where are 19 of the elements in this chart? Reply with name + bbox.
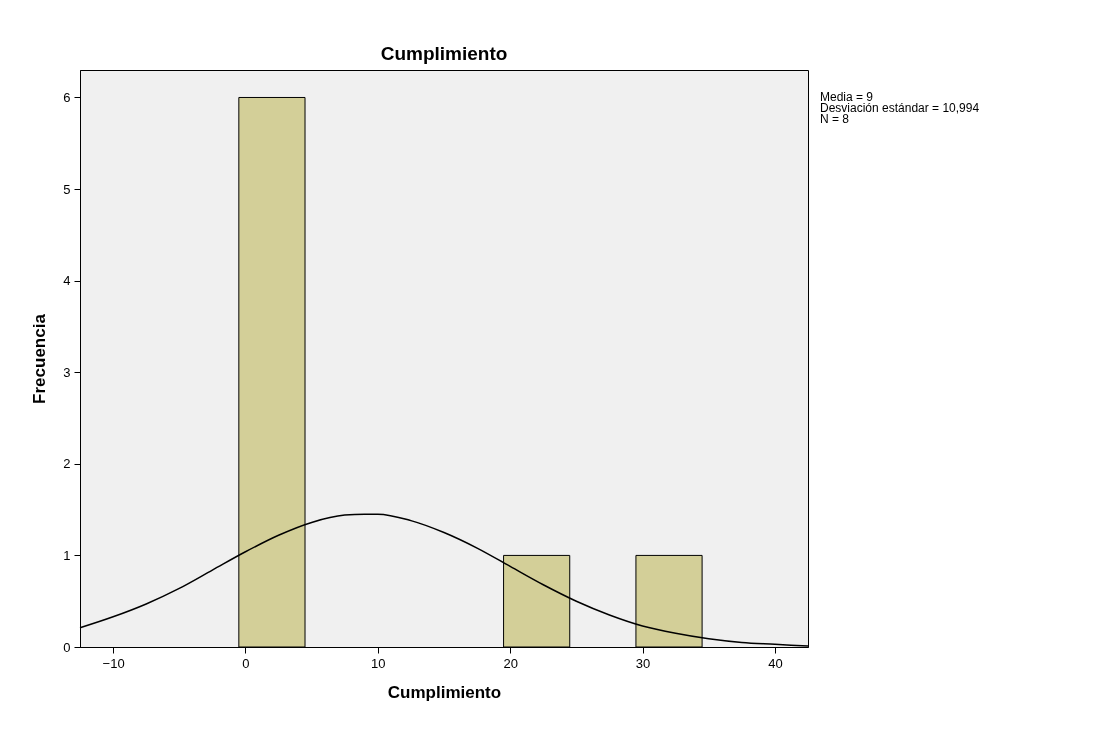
chart-title: Cumplimiento <box>380 43 508 64</box>
x-tick-label: 30 <box>635 655 651 671</box>
x-axis-title: Cumplimiento <box>387 682 502 702</box>
y-tick-label: 6 <box>63 89 71 105</box>
text: Media = 9 <box>820 90 874 104</box>
text: N = 8 <box>820 112 850 126</box>
text: Desviación estándar = 10,994 <box>820 101 980 115</box>
y-tick-label: 1 <box>63 547 71 563</box>
x-tick-label: 10 <box>371 655 386 671</box>
y-tick-label: 4 <box>63 273 71 289</box>
x-tick-label: 20 <box>503 655 518 671</box>
x-tick-label: 40 <box>768 655 783 671</box>
y-tick-label: 2 <box>63 456 71 472</box>
y-axis-title: Frecuencia <box>30 313 50 404</box>
x-tick-label: 0 <box>242 655 250 671</box>
y-tick-label: 0 <box>63 639 71 655</box>
y-tick-label: 5 <box>63 181 71 197</box>
x-tick-label: −10 <box>102 655 125 671</box>
y-tick-label: 3 <box>63 364 71 380</box>
